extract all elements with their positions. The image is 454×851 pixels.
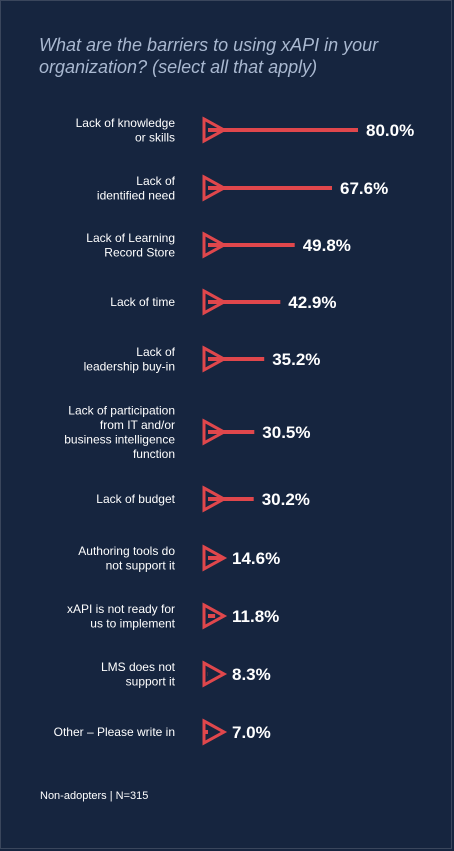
value-label: 49.8% (303, 236, 351, 255)
bar-marker (202, 116, 228, 144)
value-label: 14.6% (232, 549, 280, 568)
category-label: Other – Please write in (54, 725, 175, 739)
category-label: Lack of time (110, 295, 175, 309)
bar-marker (202, 718, 228, 746)
category-label: Lack of leadership buy-in (84, 345, 176, 374)
value-label: 8.3% (232, 665, 271, 684)
chart-title: What are the barriers to using xAPI in y… (39, 35, 379, 77)
value-label: 30.5% (262, 423, 310, 442)
value-label: 7.0% (232, 723, 271, 742)
category-label: Lack of budget (96, 492, 175, 506)
bar-marker (202, 231, 228, 259)
category-label: Lack of knowledge or skills (76, 116, 176, 145)
bar-marker (202, 288, 228, 316)
footnote: Non-adopters | N=315 (40, 790, 149, 802)
bar-marker (202, 544, 228, 572)
category-label: xAPI is not ready for us to implement (67, 602, 176, 631)
category-label: Lack of Learning Record Store (86, 231, 175, 259)
value-label: 80.0% (366, 121, 414, 140)
bar-marker (202, 660, 228, 688)
bar-marker (202, 485, 228, 513)
value-label: 35.2% (272, 350, 320, 369)
bar-marker (202, 602, 228, 630)
bar-marker (202, 345, 228, 373)
value-label: 42.9% (288, 293, 336, 312)
category-label: Lack of participation from IT and/or busin… (64, 403, 175, 461)
bar-marker (202, 418, 228, 446)
bar-marker (202, 174, 228, 202)
category-label: LMS does not support it (101, 660, 176, 689)
category-label: Authoring tools do not support it (78, 544, 175, 573)
value-label: 11.8% (232, 607, 279, 626)
category-label: Lack of identified need (97, 174, 176, 203)
value-label: 67.6% (340, 179, 388, 198)
value-label: 30.2% (262, 490, 310, 509)
